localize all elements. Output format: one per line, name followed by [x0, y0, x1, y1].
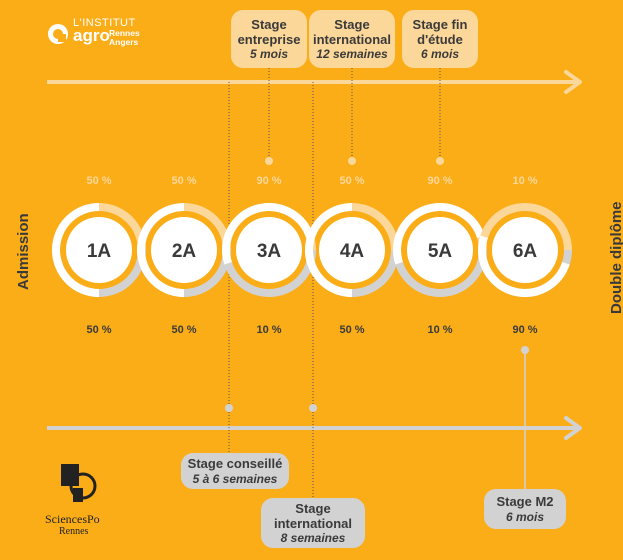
- internship-top-title1: Stage: [334, 16, 370, 32]
- internship-top-title2: d'étude: [417, 31, 463, 47]
- internship-bottom-m2: Stage M2 6 mois: [484, 489, 566, 529]
- top-share-arc: [478, 235, 488, 251]
- top-track: [478, 203, 572, 251]
- internship-bottom-conseille: Stage conseillé 5 à 6 semaines: [181, 453, 289, 489]
- bottom-percent-label: 50 %: [86, 324, 111, 336]
- internship-bottom-duration: 5 à 6 semaines: [192, 471, 278, 486]
- bottom-timeline-arrow: [47, 416, 582, 440]
- top-percent-label: 50 %: [339, 175, 364, 187]
- year-node-4a: 4A 50 % 50 %: [305, 175, 399, 336]
- bottom-percent-label: 50 %: [339, 324, 364, 336]
- sciencespo-mark-icon: [61, 464, 97, 502]
- year-node-1a: 1A 50 % 50 %: [52, 175, 146, 336]
- year-label: 4A: [340, 241, 365, 262]
- dot-bottom-left: [225, 404, 233, 412]
- dot-bottom-6a: [521, 346, 529, 354]
- bottom-share-arc: [305, 249, 353, 297]
- agro-logo-line1: L'INSTITUT: [73, 17, 136, 29]
- year-node-5a: 5A 90 % 10 %: [393, 175, 487, 336]
- year-label: 1A: [87, 241, 112, 262]
- internship-bottom-title1: Stage conseillé: [187, 456, 283, 472]
- internship-top-duration: 12 semaines: [316, 47, 388, 62]
- year-circle: [407, 217, 473, 283]
- year-label: 6A: [513, 241, 538, 262]
- internship-bottom-duration: 6 mois: [505, 509, 544, 524]
- sciencespo-name: SciencesPo: [45, 512, 100, 526]
- internship-bottom-international: Stage international 8 semaines: [261, 498, 365, 548]
- internship-top-title2: international: [312, 31, 391, 47]
- year-node-6a: 6A 10 % 90 %: [478, 175, 572, 336]
- top-share-arc: [305, 203, 353, 251]
- top-percent-label: 50 %: [171, 175, 196, 187]
- dot-top-5a: [436, 157, 444, 165]
- dot-bottom-right: [309, 404, 317, 412]
- year-circle: [151, 217, 217, 283]
- bottom-percent-label: 90 %: [512, 324, 537, 336]
- double-diplome-label: Double diplôme: [608, 201, 623, 315]
- agro-logo-cities: Rennes Angers: [109, 29, 140, 47]
- bottom-share-arc: [52, 249, 100, 297]
- internship-top-duration: 5 mois: [249, 47, 288, 62]
- agro-logo-city1: Rennes: [109, 28, 140, 38]
- top-share-arc: [222, 203, 314, 251]
- year-circle: [319, 217, 385, 283]
- year-circle: [236, 217, 302, 283]
- internship-top-international: Stage international 12 semaines: [309, 10, 395, 68]
- year-label: 3A: [257, 241, 282, 262]
- agro-logo-city2: Angers: [109, 36, 139, 47]
- top-share-arc: [137, 203, 185, 251]
- year-label: 2A: [172, 241, 197, 262]
- year-label: 5A: [428, 241, 453, 262]
- dot-top-4a: [348, 157, 356, 165]
- dot-top-3a: [265, 157, 273, 165]
- agro-logo-mark-icon: [48, 24, 68, 44]
- internship-top-entreprise: Stage entreprise 5 mois: [231, 10, 307, 68]
- bottom-percent-label: 10 %: [256, 324, 281, 336]
- bottom-percent-label: 50 %: [171, 324, 196, 336]
- internship-bottom-title1: Stage: [295, 500, 331, 516]
- top-percent-label: 90 %: [256, 175, 281, 187]
- bottom-share-arc: [222, 249, 232, 265]
- top-percent-label: 10 %: [512, 175, 537, 187]
- year-node-2a: 2A 50 % 50 %: [137, 175, 231, 336]
- internship-top-fin-etude: Stage fin d'étude 6 mois: [402, 10, 478, 68]
- institut-agro-logo: L'INSTITUT agro Rennes Angers: [47, 17, 157, 57]
- bottom-share-arc: [478, 249, 570, 297]
- top-share-arc: [393, 203, 485, 251]
- internship-top-title1: Stage fin: [412, 16, 468, 32]
- bottom-share-arc: [137, 249, 185, 297]
- bottom-track: [393, 249, 487, 297]
- years-group: 1A 50 % 50 % 2A 50 % 50 % 3A 90 % 10 % 4A 50 % 50 %…: [52, 175, 572, 336]
- bottom-percent-label: 10 %: [427, 324, 452, 336]
- internship-bottom-title1: Stage M2: [496, 494, 554, 510]
- agro-logo-word: agro: [73, 26, 110, 45]
- internship-top-duration: 6 mois: [420, 47, 459, 62]
- top-percent-label: 50 %: [86, 175, 111, 187]
- year-circle: [492, 217, 558, 283]
- admission-label: Admission: [15, 213, 32, 290]
- internship-bottom-duration: 8 semaines: [280, 531, 346, 546]
- internship-bottom-title2: international: [273, 515, 352, 531]
- year-node-3a: 3A 90 % 10 %: [222, 175, 316, 336]
- internship-top-title2: entreprise: [237, 31, 301, 47]
- top-percent-label: 90 %: [427, 175, 452, 187]
- sciencespo-city: Rennes: [59, 526, 89, 537]
- internship-top-title1: Stage: [251, 16, 287, 32]
- sciencespo-logo: SciencesPo Rennes: [45, 460, 115, 540]
- top-share-arc: [52, 203, 100, 251]
- bottom-track: [222, 249, 316, 297]
- bottom-share-arc: [393, 249, 403, 265]
- year-circle: [66, 217, 132, 283]
